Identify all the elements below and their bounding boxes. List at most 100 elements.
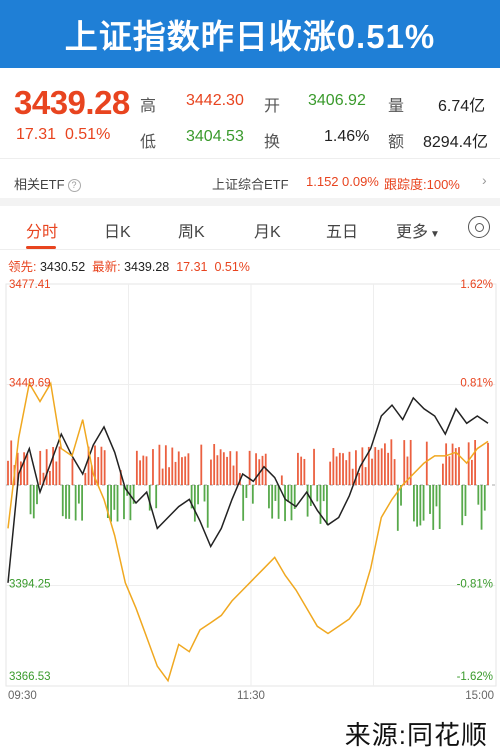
tab-weekly-k[interactable]: 周K [178,224,205,241]
change-bar [7,460,9,485]
change-bar [158,444,161,485]
change-bar [313,448,315,485]
change-bar [413,485,415,522]
price-change: 17.31 0.51% [16,126,110,144]
change-bar [248,450,251,485]
change-bar [203,485,206,502]
change-bar [425,441,428,485]
change-bar [487,442,489,485]
change-bar [284,485,286,522]
price-lines [7,381,489,683]
lead-label: 领先: [8,260,37,274]
etf-name[interactable]: 上证综合ETF [212,177,289,192]
change-bar [55,461,58,485]
change-bar [129,485,132,521]
change-bar [232,465,235,485]
change-bar [71,458,74,485]
change-bar [464,485,467,517]
change-bar [245,485,248,498]
change-bar [200,444,203,485]
quote-panel: 3439.28 17.31 0.51% 高 3442.30 开 3406.92 … [0,68,500,156]
change-bar [155,485,158,509]
change-bar [290,485,293,521]
change-bar [416,485,419,527]
change-bar [441,463,444,485]
related-etf-row[interactable]: 相关ETF? 上证综合ETF 1.152 0.09% 跟踪度:100% › [0,158,500,198]
change-bar [235,451,238,485]
change-bar [377,449,380,485]
change-bar [94,445,96,485]
change-bar [135,450,138,485]
question-circle-icon[interactable]: ? [67,179,81,193]
change-bar [190,485,193,509]
change-bar [306,485,309,517]
change-bar [477,485,480,505]
tab-daily-k[interactable]: 日K [104,224,131,241]
latest-value: 3439.28 [124,260,170,274]
change-bar [187,453,190,485]
change-bar [97,457,100,485]
change-bar [145,456,148,485]
tab-monthly-k[interactable]: 月K [254,224,281,241]
active-tab-indicator [26,246,56,249]
change-bar [68,485,71,519]
change-bar [193,485,196,522]
change-bar [32,485,35,519]
change-bar [483,485,486,511]
change-bar [171,447,174,485]
tab-five-day[interactable]: 五日 [326,224,359,241]
lead-value: 3430.52 [39,260,86,274]
change-bar [210,459,212,485]
change-bar [396,485,399,531]
change-bar [461,485,464,526]
change-bar [161,468,164,485]
divider [0,158,500,159]
y-label-left: 3449.69 [9,378,51,390]
change-bar [148,485,151,511]
change-bar [119,470,122,485]
high-label: 高 [140,98,157,115]
change-bar [338,452,341,485]
chevron-right-icon[interactable]: › [482,172,487,188]
change-bar [213,444,216,485]
change-bar [345,460,348,485]
change-bar [116,485,119,522]
tab-intraday[interactable]: 分时 [26,224,59,241]
change-bar [409,439,412,485]
related-etf-label: 相关ETF? [14,174,81,193]
volume-value: 6.74亿 [438,98,486,115]
y-label-right: -0.81% [457,579,493,591]
change-bar [45,449,48,485]
etf-price: 1.152 [306,174,339,189]
headline-text: 上证指数昨日收涨0.51% [64,18,436,55]
change-bar [90,465,93,485]
amount-value: 8294.4亿 [423,134,488,151]
change-bar [332,447,335,485]
volume-bars [7,439,489,531]
change-bar [429,485,431,514]
change-bar [367,446,370,485]
turnover-label: 换 [264,134,281,151]
etf-pct: 0.09% [342,174,379,189]
change-bar [277,485,280,519]
change-bar [229,451,232,485]
latest-price-line [7,396,489,583]
info-change: 17.31 [176,260,208,274]
change-bar [335,456,338,485]
change-bar [303,458,306,485]
change-bar [74,485,77,521]
intraday-chart[interactable]: 3477.41 3449.69 3394.25 3366.53 1.62% 0.81% -0… [0,272,500,702]
high-value: 3442.30 [186,92,244,109]
change-bar [65,485,67,519]
tab-more[interactable]: 更多 ▼ [396,218,440,242]
change-bar [458,447,460,485]
chart-tabs: 分时 日K 周K 月K 五日 更多 ▼ [0,206,500,250]
change-bar [19,461,22,485]
turnover-value: 1.46% [324,128,370,145]
change-bar [467,442,470,485]
settings-icon[interactable] [468,216,490,238]
change-bar [387,452,390,485]
change-bar [39,450,42,485]
amount-label: 额 [388,134,405,151]
change-bar [261,455,264,485]
